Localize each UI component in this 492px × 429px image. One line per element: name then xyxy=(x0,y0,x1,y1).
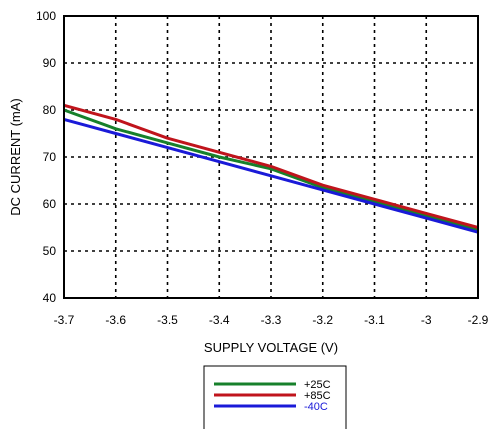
x-tick-label: -3.1 xyxy=(364,313,385,327)
y-axis-title: DC CURRENT (mA) xyxy=(8,98,23,215)
x-tick-label: -3.2 xyxy=(312,313,333,327)
series-lines xyxy=(63,103,479,234)
tick-labels: -3.7 -3.6 -3.5 -3.4 -3.3 -3.2 -3.1 -3 -2.9 40 50 60… xyxy=(36,9,489,327)
y-tick-label: 60 xyxy=(43,197,57,211)
series-line xyxy=(63,103,479,229)
x-tick-label: -3.6 xyxy=(105,313,126,327)
x-tick-label: -3.4 xyxy=(209,313,230,327)
legend-box xyxy=(203,365,347,429)
legend-label: -40C xyxy=(304,401,328,413)
x-tick-label: -3 xyxy=(421,313,432,327)
x-tick-label: -3.5 xyxy=(157,313,178,327)
x-tick-label: -3.3 xyxy=(261,313,282,327)
y-tick-label: 40 xyxy=(43,291,57,305)
legend-label: +25C xyxy=(304,379,331,391)
legend: +25C+85C-40C xyxy=(203,365,347,429)
y-tick-label: 70 xyxy=(43,150,57,164)
x-tick-label: -2.9 xyxy=(468,313,489,327)
y-tick-label: 50 xyxy=(43,244,57,258)
y-tick-label: 80 xyxy=(43,103,57,117)
y-tick-label: 90 xyxy=(43,56,57,70)
series-line xyxy=(63,117,479,234)
grid xyxy=(64,16,478,298)
legend-label: +85C xyxy=(304,390,331,402)
x-tick-label: -3.7 xyxy=(54,313,75,327)
x-axis-title: SUPPLY VOLTAGE (V) xyxy=(204,340,338,355)
plot-area-frame xyxy=(63,15,479,299)
series-line xyxy=(63,108,479,232)
y-tick-label: 100 xyxy=(36,9,56,23)
